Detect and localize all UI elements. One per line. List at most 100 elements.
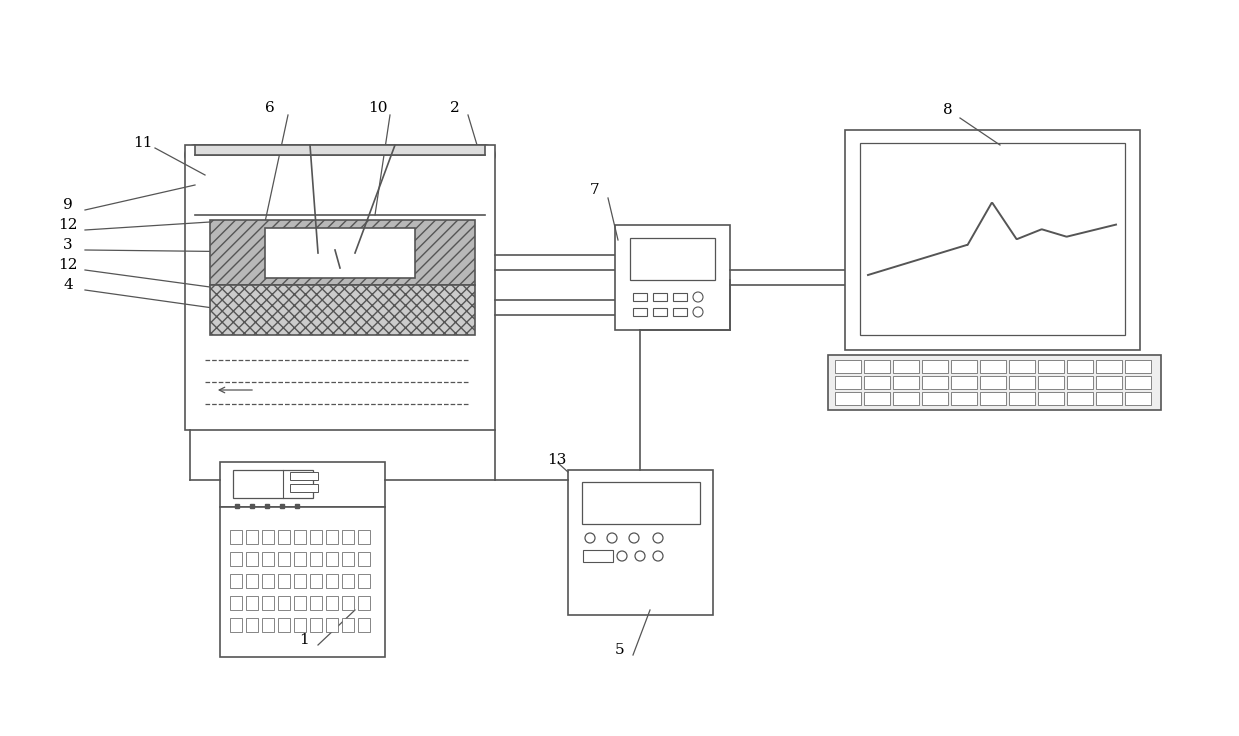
Bar [230, 574, 242, 588]
Circle shape [693, 292, 703, 302]
Bar [294, 530, 306, 544]
Bar [864, 360, 890, 373]
Bar [835, 392, 861, 405]
Circle shape [629, 533, 639, 543]
Bar [278, 618, 290, 632]
Bar [1125, 392, 1151, 405]
Bar [864, 376, 890, 389]
Circle shape [617, 551, 627, 561]
Bar [342, 618, 354, 632]
Bar [922, 376, 948, 389]
Text: 5: 5 [616, 643, 624, 657]
Bar [326, 552, 338, 566]
Bar [358, 618, 370, 632]
Text: 11: 11 [134, 136, 152, 150]
Bar [1009, 360, 1035, 373]
Bar [278, 530, 290, 544]
Bar [1009, 376, 1035, 389]
Bar [261, 574, 274, 588]
Bar [233, 470, 313, 498]
Bar [265, 228, 415, 278]
Bar [358, 552, 370, 566]
Bar [326, 618, 338, 632]
Bar [230, 618, 242, 632]
Text: 6: 6 [265, 101, 275, 115]
Bar [310, 618, 322, 632]
Bar [893, 360, 919, 373]
Bar [845, 130, 1140, 350]
Bar [582, 482, 700, 524]
Bar [247, 596, 258, 610]
Circle shape [653, 533, 663, 543]
Bar [980, 360, 1006, 373]
Bar [835, 360, 861, 373]
Text: 13: 13 [548, 453, 566, 467]
Bar [1038, 392, 1064, 405]
Bar [1097, 392, 1123, 405]
Circle shape [585, 533, 595, 543]
Bar [1097, 376, 1123, 389]
Bar [209, 220, 475, 285]
Bar [629, 238, 715, 280]
Text: 4: 4 [63, 278, 73, 292]
Circle shape [693, 307, 703, 317]
Bar [922, 392, 948, 405]
Bar [221, 507, 385, 657]
Bar [633, 308, 647, 316]
Bar [1067, 392, 1093, 405]
Text: 12: 12 [58, 218, 78, 232]
Bar [358, 530, 370, 544]
Bar [261, 618, 274, 632]
Bar [1125, 376, 1151, 389]
Bar [247, 552, 258, 566]
Bar [310, 596, 322, 610]
Bar [195, 335, 484, 425]
Bar [230, 596, 242, 610]
Bar [358, 596, 370, 610]
Bar [1097, 360, 1123, 373]
Bar [567, 470, 712, 615]
Bar [261, 530, 274, 544]
Bar [310, 552, 322, 566]
Bar [278, 574, 290, 588]
Bar [864, 392, 890, 405]
Bar [209, 285, 475, 335]
Bar [326, 574, 338, 588]
Bar [633, 293, 647, 301]
Circle shape [636, 551, 646, 561]
Bar [247, 530, 258, 544]
Bar [310, 530, 322, 544]
Bar [185, 145, 496, 430]
Bar [326, 530, 338, 544]
Bar [673, 293, 686, 301]
Bar [828, 355, 1161, 410]
Bar [893, 376, 919, 389]
Bar [1125, 360, 1151, 373]
Bar [358, 574, 370, 588]
Bar [230, 530, 242, 544]
Bar [1038, 376, 1064, 389]
Text: 8: 8 [943, 103, 953, 117]
Bar [290, 484, 318, 492]
Bar [952, 376, 978, 389]
Bar [1067, 360, 1093, 373]
Text: 7: 7 [590, 183, 600, 197]
Bar [893, 392, 919, 405]
Bar [294, 596, 306, 610]
Bar [980, 392, 1006, 405]
Bar [342, 596, 354, 610]
Bar [342, 530, 354, 544]
Bar [1009, 392, 1035, 405]
Bar [326, 596, 338, 610]
Bar [653, 293, 667, 301]
Bar [247, 618, 258, 632]
Bar [310, 574, 322, 588]
Bar [294, 574, 306, 588]
Bar [247, 574, 258, 588]
Bar [653, 308, 667, 316]
Bar [221, 462, 385, 507]
Circle shape [607, 533, 617, 543]
Bar [1067, 376, 1093, 389]
Text: 9: 9 [63, 198, 73, 212]
Text: 3: 3 [63, 238, 73, 252]
